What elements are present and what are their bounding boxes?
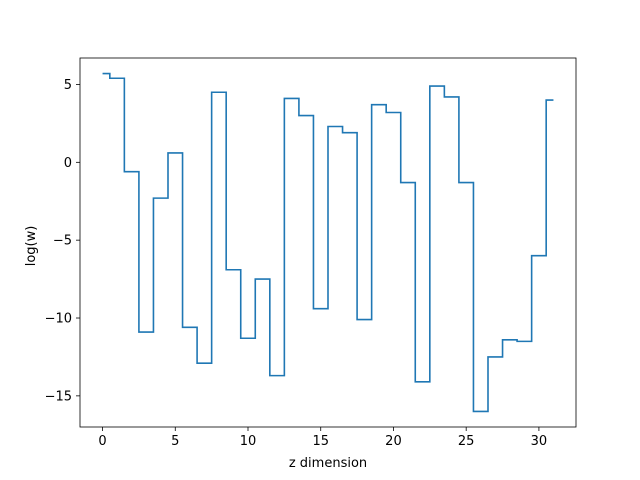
x-tick-label: 0 (98, 434, 106, 449)
y-tick-label: −10 (45, 312, 72, 327)
plot-frame (79, 57, 577, 428)
x-tick-label: 20 (385, 434, 402, 449)
y-tick-label: −15 (45, 389, 72, 404)
x-axis-label: z dimension (289, 456, 367, 471)
x-tick-label: 10 (240, 434, 257, 449)
plot-area (102, 72, 554, 413)
y-tick-label: 5 (64, 78, 72, 93)
y-axis-label: log(w) (24, 226, 39, 267)
series-step-line (102, 72, 554, 413)
x-tick-label: 15 (312, 434, 329, 449)
y-tick-label: 0 (64, 156, 72, 171)
axis-ticks: 0 5 10 15 20 25 30 −15 −10 −5 0 5 (45, 78, 548, 449)
x-tick-label: 30 (531, 434, 548, 449)
x-tick-label: 5 (171, 434, 179, 449)
y-tick-label: −5 (53, 234, 72, 249)
axes-frame (79, 57, 577, 428)
x-tick-label: 25 (458, 434, 475, 449)
